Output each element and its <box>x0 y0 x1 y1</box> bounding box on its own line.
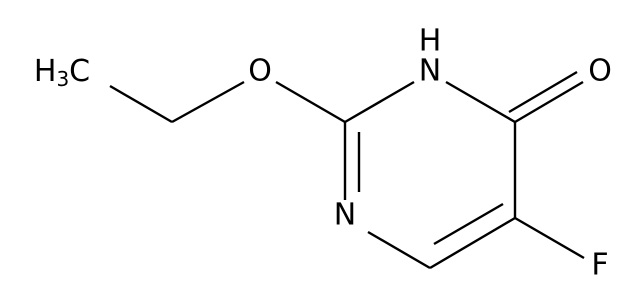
atom-label: N <box>334 198 356 233</box>
atom-label: C <box>69 54 90 89</box>
bond <box>275 80 346 124</box>
bond <box>109 84 173 124</box>
subscript: 3 <box>56 67 69 91</box>
atom-label: N <box>419 54 441 89</box>
atom-label: H <box>34 54 57 89</box>
bonds <box>109 70 585 270</box>
bond <box>171 80 245 124</box>
atom-label: O <box>588 54 612 89</box>
bond <box>514 80 584 124</box>
atom-label: F <box>591 248 608 283</box>
bond <box>433 202 504 246</box>
bond <box>508 70 578 114</box>
atom-label: H3C <box>34 54 90 91</box>
bond <box>429 216 516 270</box>
bond <box>445 80 516 124</box>
bond <box>367 230 431 270</box>
bond <box>514 216 585 260</box>
atom-label: H <box>419 24 442 59</box>
bond <box>344 80 415 124</box>
atom-label: O <box>248 54 272 89</box>
